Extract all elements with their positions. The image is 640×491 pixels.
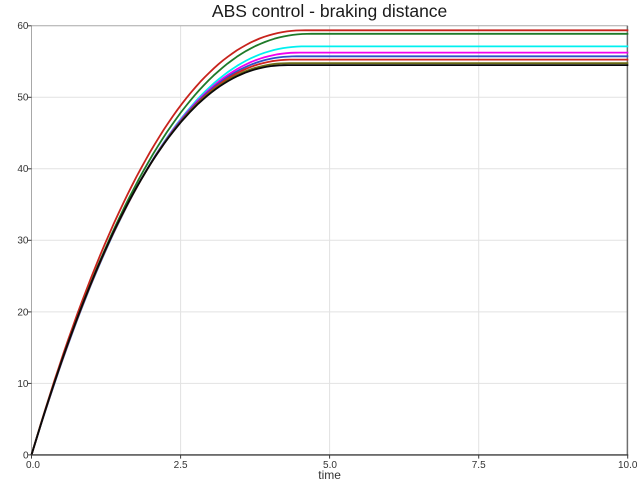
svg-text:ABS control - braking distance: ABS control - braking distance xyxy=(212,1,447,21)
svg-text:2.5: 2.5 xyxy=(174,460,188,471)
svg-text:0.0: 0.0 xyxy=(26,460,40,471)
svg-text:time: time xyxy=(318,468,341,482)
svg-text:0: 0 xyxy=(23,450,29,461)
svg-text:7.5: 7.5 xyxy=(472,460,486,471)
svg-text:30: 30 xyxy=(17,236,29,247)
svg-text:10: 10 xyxy=(17,379,29,390)
svg-text:5.0: 5.0 xyxy=(323,460,337,471)
svg-text:40: 40 xyxy=(17,164,29,175)
svg-text:20: 20 xyxy=(17,307,29,318)
svg-text:50: 50 xyxy=(17,93,29,104)
svg-text:60: 60 xyxy=(17,21,29,32)
svg-text:10.0: 10.0 xyxy=(618,460,638,471)
